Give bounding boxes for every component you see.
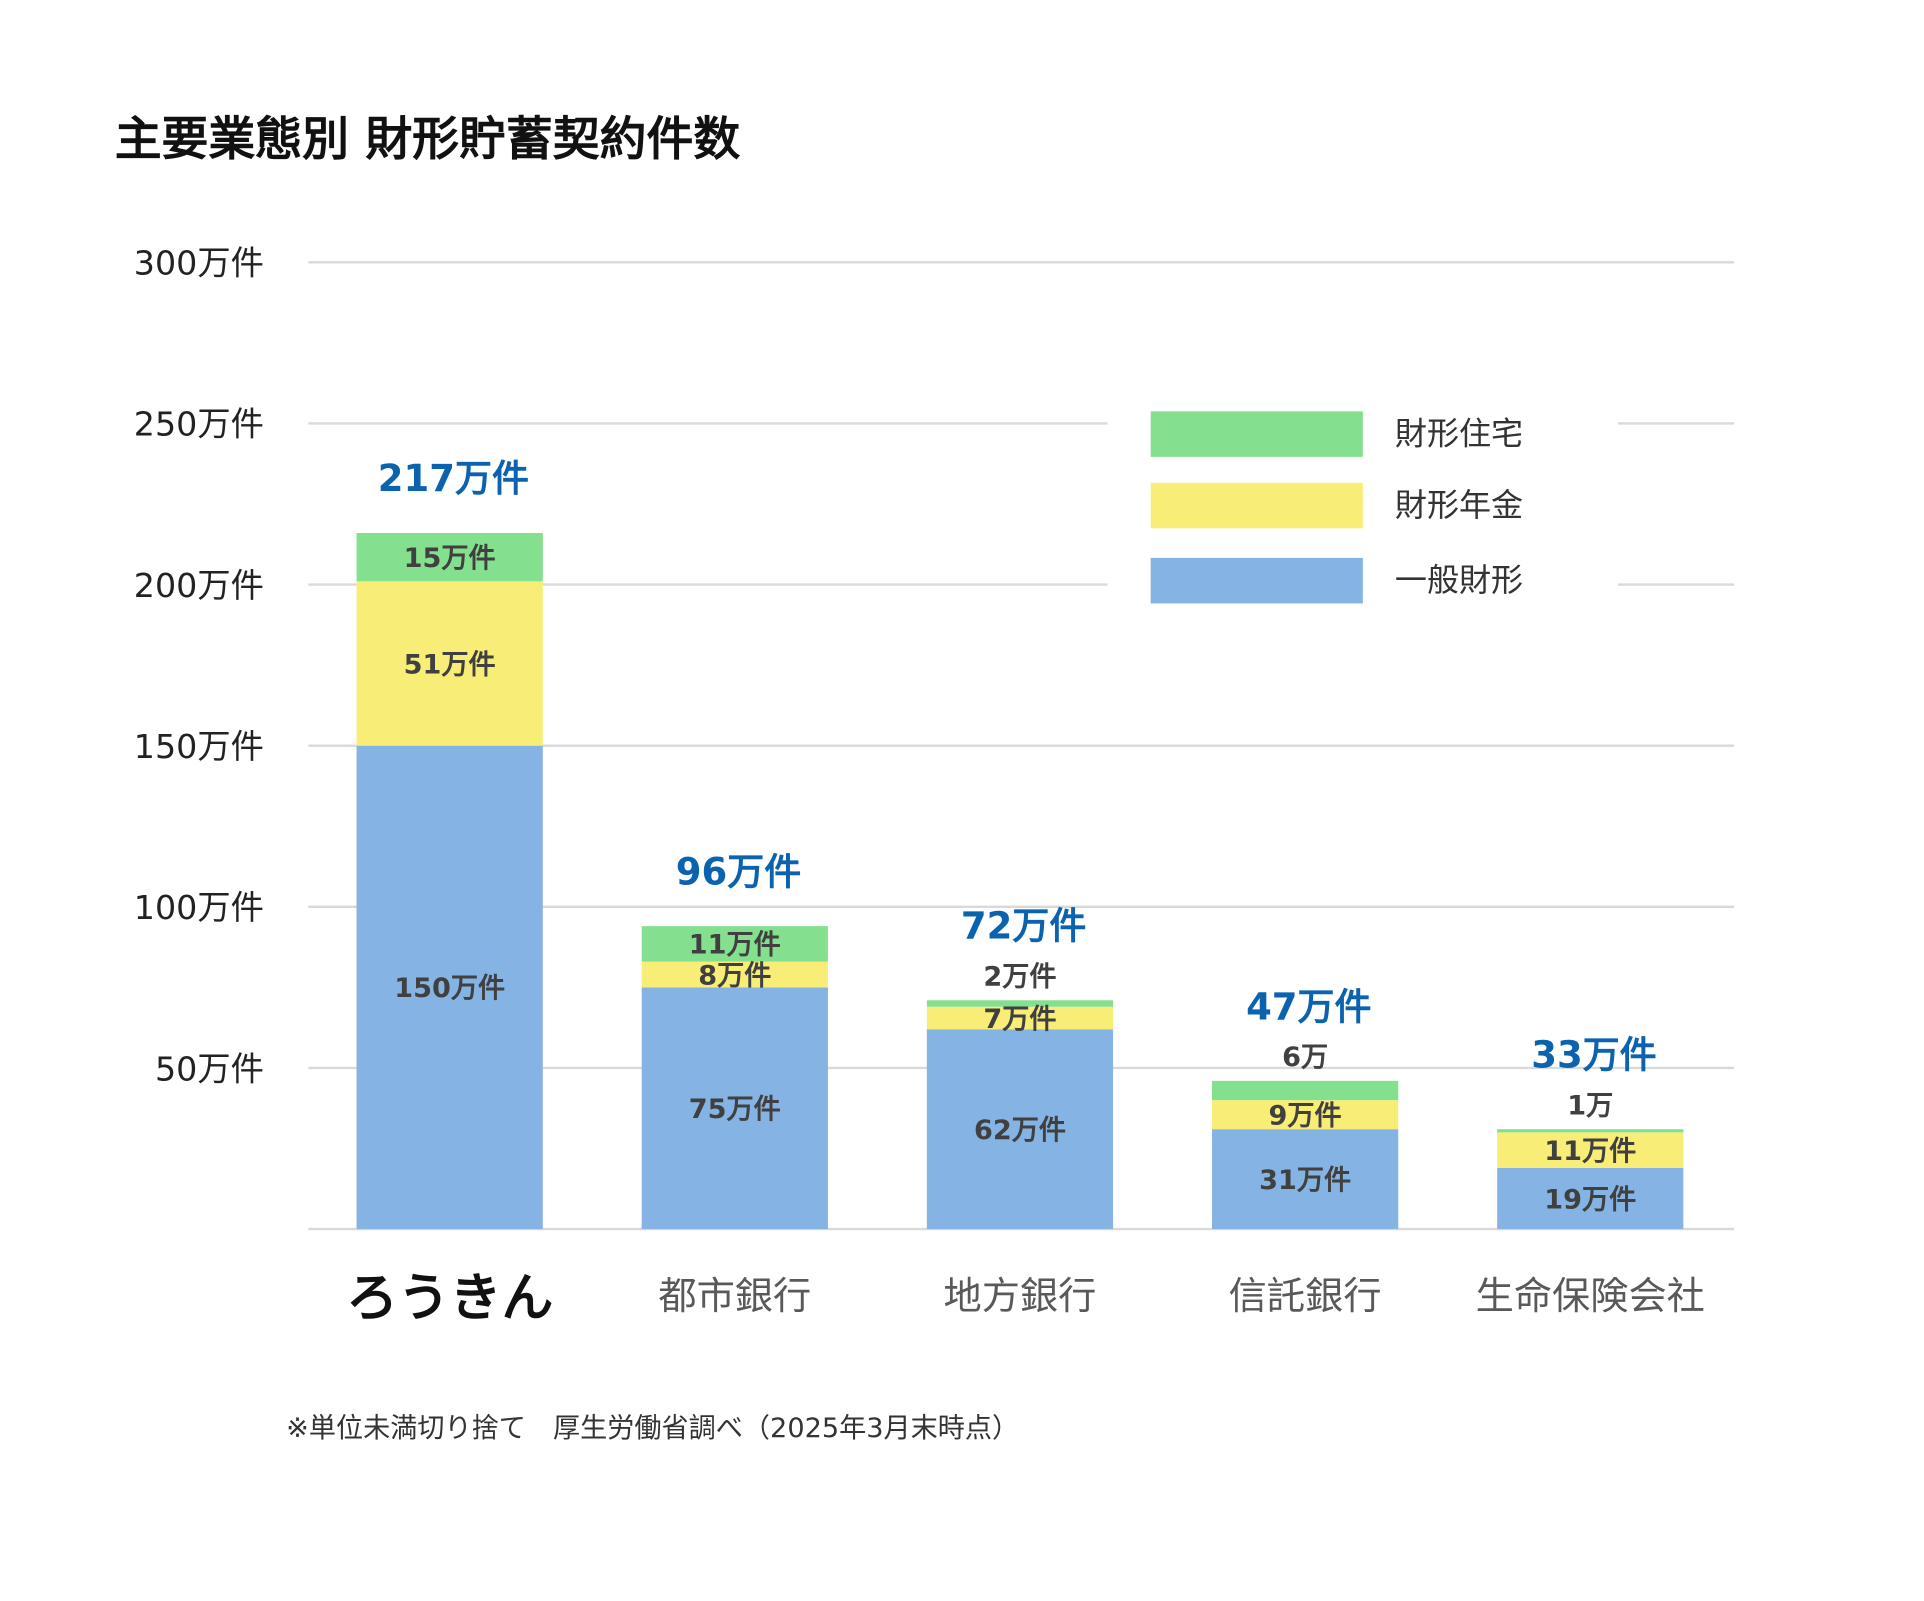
bar-segment [356, 745, 543, 1230]
footnote: ※単位未満切り捨て 厚生労働省調べ（2025年3月末時点） [286, 1413, 1019, 1444]
legend-label: 財形年金 [1395, 486, 1523, 524]
bar-segment [926, 1029, 1114, 1230]
segment-value-label: 2万件 [983, 962, 1056, 993]
total-value-label: 217万件 [378, 457, 529, 500]
legend-label: 財形住宅 [1395, 415, 1523, 453]
bar-segment [1211, 1129, 1399, 1230]
bar-segment [641, 987, 828, 1230]
segment-value-label: 75万件 [689, 1094, 781, 1125]
total-value-label: 47万件 [1246, 985, 1371, 1028]
chart-title: 主要業態別 財形貯蓄契約件数 [115, 113, 741, 167]
segment-value-label: 11万件 [689, 930, 781, 961]
y-axis-ticks: 50万件 100万件 150万件 200万件 250万件 300万件 [134, 244, 264, 1089]
y-tick-label: 150万件 [134, 727, 264, 766]
bar-segment [1211, 1080, 1399, 1101]
segment-value-label: 7万件 [983, 1004, 1056, 1035]
x-category-label: 信託銀行 [1229, 1275, 1382, 1319]
legend-label: 一般財形 [1395, 561, 1523, 599]
segment-value-label: 19万件 [1544, 1184, 1636, 1215]
bar-segment [1497, 1129, 1684, 1133]
legend-swatch [1150, 411, 1363, 457]
segment-value-label: 150万件 [394, 973, 505, 1004]
segment-value-label: 6万 [1282, 1042, 1328, 1073]
y-tick-label: 100万件 [134, 888, 264, 927]
total-value-label: 96万件 [676, 850, 801, 893]
bar-segment [1497, 1132, 1684, 1168]
x-category-label: 都市銀行 [658, 1275, 811, 1319]
bar-segment [1211, 1100, 1399, 1130]
bar-segment [641, 961, 828, 988]
bar-segment [641, 926, 828, 962]
y-tick-label: 300万件 [134, 244, 264, 283]
segment-value-label: 8万件 [698, 960, 771, 991]
legend-swatch [1150, 557, 1363, 604]
bar-segment [356, 581, 543, 746]
y-tick-label: 200万件 [134, 566, 264, 605]
x-axis-categories: ろうきん 都市銀行 地方銀行 信託銀行 生命保険会社 [346, 1268, 1705, 1328]
bar-segment [1497, 1167, 1684, 1230]
y-tick-label: 250万件 [134, 405, 264, 444]
segment-value-label: 15万件 [404, 543, 496, 574]
data-labels: 150万件51万件15万件217万件75万件8万件11万件96万件62万件7万件… [378, 457, 1657, 1215]
legend-swatch [1150, 482, 1363, 529]
y-tick-label: 50万件 [155, 1049, 264, 1088]
total-value-label: 72万件 [961, 905, 1086, 948]
segment-value-label: 62万件 [974, 1115, 1066, 1146]
segment-value-label: 11万件 [1544, 1136, 1636, 1167]
bar-segment [926, 1000, 1114, 1007]
x-category-label: 生命保険会社 [1476, 1275, 1705, 1319]
total-value-label: 33万件 [1531, 1034, 1656, 1077]
x-category-label: 地方銀行 [944, 1275, 1097, 1319]
x-category-label: ろうきん [346, 1268, 553, 1328]
segment-value-label: 9万件 [1269, 1101, 1342, 1132]
gridlines [308, 261, 1735, 1231]
segment-value-label: 51万件 [404, 649, 496, 680]
bars [356, 533, 1684, 1230]
bar-segment [356, 533, 543, 582]
segment-value-label: 31万件 [1259, 1165, 1351, 1196]
segment-value-label: 1万 [1567, 1090, 1613, 1121]
bar-segment [926, 1006, 1114, 1030]
